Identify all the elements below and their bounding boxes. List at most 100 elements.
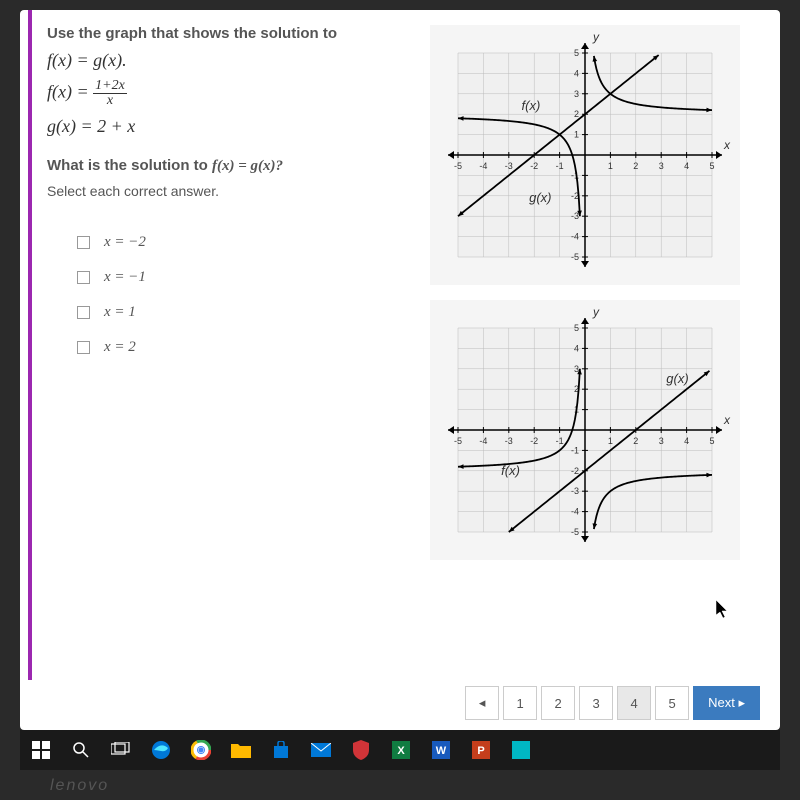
word-icon[interactable]: W xyxy=(430,739,452,761)
svg-text:P: P xyxy=(477,745,484,757)
svg-text:1: 1 xyxy=(574,130,579,140)
svg-text:g(x): g(x) xyxy=(666,371,688,386)
svg-text:-4: -4 xyxy=(479,161,487,171)
svg-text:-2: -2 xyxy=(571,466,579,476)
svg-text:-3: -3 xyxy=(571,486,579,496)
app-window: Use the graph that shows the solution to… xyxy=(20,10,780,730)
svg-text:-4: -4 xyxy=(571,232,579,242)
svg-text:X: X xyxy=(397,745,405,757)
question-text: What is the solution to f(x) = g(x)? xyxy=(47,157,420,175)
page-1-button[interactable]: 1 xyxy=(503,686,537,720)
taskview-icon[interactable] xyxy=(110,739,132,761)
prev-button[interactable]: ◂ xyxy=(465,686,499,720)
next-button[interactable]: Next ▸ xyxy=(693,686,760,720)
fraction: 1+2x x xyxy=(93,79,127,108)
excel-icon[interactable]: X xyxy=(390,739,412,761)
svg-text:2: 2 xyxy=(633,436,638,446)
svg-text:f(x): f(x) xyxy=(522,98,541,113)
fx-definition: f(x) = 1+2x x xyxy=(47,79,420,108)
security-icon[interactable] xyxy=(350,739,372,761)
graph-1-svg: -5-4-3-2-112345-5-4-3-2-112345yxf(x)g(x) xyxy=(430,25,740,285)
option-row[interactable]: x = −1 xyxy=(77,269,420,286)
fraction-numerator: 1+2x xyxy=(93,79,127,94)
cursor-icon xyxy=(716,600,730,620)
svg-text:3: 3 xyxy=(574,89,579,99)
svg-text:3: 3 xyxy=(659,436,664,446)
option-label: x = 1 xyxy=(104,304,136,321)
svg-text:-3: -3 xyxy=(571,211,579,221)
svg-text:4: 4 xyxy=(574,343,579,353)
checkbox[interactable] xyxy=(77,306,90,319)
mail-icon[interactable] xyxy=(310,739,332,761)
gx-definition: g(x) = 2 + x xyxy=(47,116,420,137)
page-3-button[interactable]: 3 xyxy=(579,686,613,720)
fx-label: f(x) = xyxy=(47,82,89,102)
svg-text:-4: -4 xyxy=(479,436,487,446)
laptop-brand: lenovo xyxy=(50,777,109,795)
svg-text:-5: -5 xyxy=(571,252,579,262)
svg-text:3: 3 xyxy=(659,161,664,171)
svg-text:5: 5 xyxy=(574,323,579,333)
powerpoint-icon[interactable]: P xyxy=(470,739,492,761)
svg-text:-4: -4 xyxy=(571,507,579,517)
checkbox[interactable] xyxy=(77,271,90,284)
checkbox[interactable] xyxy=(77,236,90,249)
option-row[interactable]: x = 2 xyxy=(77,339,420,356)
svg-text:-2: -2 xyxy=(530,436,538,446)
svg-text:2: 2 xyxy=(574,109,579,119)
svg-text:-1: -1 xyxy=(556,161,564,171)
svg-text:-3: -3 xyxy=(505,436,513,446)
svg-text:-1: -1 xyxy=(571,445,579,455)
graph-2-svg: -5-4-3-2-112345-5-4-3-2-112345yxf(x)g(x) xyxy=(430,300,740,560)
answer-options: x = −2 x = −1 x = 1 x = 2 xyxy=(77,234,420,356)
svg-text:y: y xyxy=(592,305,600,319)
svg-text:y: y xyxy=(592,30,600,44)
svg-text:1: 1 xyxy=(608,161,613,171)
instruction-text: Use the graph that shows the solution to xyxy=(47,25,420,42)
option-row[interactable]: x = 1 xyxy=(77,304,420,321)
page-4-button[interactable]: 4 xyxy=(617,686,651,720)
files-icon[interactable] xyxy=(230,739,252,761)
taskbar[interactable]: X W P xyxy=(20,730,780,770)
svg-text:-1: -1 xyxy=(556,436,564,446)
svg-text:2: 2 xyxy=(633,161,638,171)
graph-1: -5-4-3-2-112345-5-4-3-2-112345yxf(x)g(x) xyxy=(430,25,740,285)
question-panel: Use the graph that shows the solution to… xyxy=(47,25,430,670)
page-5-button[interactable]: 5 xyxy=(655,686,689,720)
fraction-denominator: x xyxy=(93,94,127,108)
pagination: ◂ 1 2 3 4 5 Next ▸ xyxy=(465,686,760,720)
svg-text:5: 5 xyxy=(574,48,579,58)
svg-text:f(x): f(x) xyxy=(501,463,520,478)
select-instruction: Select each correct answer. xyxy=(47,183,420,199)
svg-text:-5: -5 xyxy=(454,161,462,171)
svg-text:x: x xyxy=(723,413,731,427)
option-label: x = −2 xyxy=(104,234,146,251)
svg-text:-3: -3 xyxy=(505,161,513,171)
svg-text:-5: -5 xyxy=(454,436,462,446)
svg-text:g(x): g(x) xyxy=(529,190,551,205)
svg-text:4: 4 xyxy=(684,161,689,171)
svg-text:-5: -5 xyxy=(571,527,579,537)
checkbox[interactable] xyxy=(77,341,90,354)
app-icon[interactable] xyxy=(510,739,532,761)
content-area: Use the graph that shows the solution to… xyxy=(28,10,780,680)
edge-icon[interactable] xyxy=(150,739,172,761)
page-2-button[interactable]: 2 xyxy=(541,686,575,720)
svg-text:-2: -2 xyxy=(530,161,538,171)
chrome-icon[interactable] xyxy=(190,739,212,761)
svg-text:1: 1 xyxy=(608,436,613,446)
svg-text:5: 5 xyxy=(709,161,714,171)
svg-text:5: 5 xyxy=(709,436,714,446)
option-row[interactable]: x = −2 xyxy=(77,234,420,251)
search-icon[interactable] xyxy=(70,739,92,761)
option-label: x = 2 xyxy=(104,339,136,356)
equation-setup: f(x) = g(x). xyxy=(47,50,420,71)
svg-text:4: 4 xyxy=(684,436,689,446)
option-label: x = −1 xyxy=(104,269,146,286)
svg-text:4: 4 xyxy=(574,68,579,78)
graphs-panel: -5 -4 -3 -2 -1 1 2 3 4 5 -5 -4 -3 -2 -1 1 2 3 4 5 y x f(x) g(x)… xyxy=(430,25,770,670)
graph-2: -5-4-3-2-112345-5-4-3-2-112345yxf(x)g(x) xyxy=(430,300,740,560)
store-icon[interactable] xyxy=(270,739,292,761)
svg-text:x: x xyxy=(723,138,731,152)
start-icon[interactable] xyxy=(30,739,52,761)
